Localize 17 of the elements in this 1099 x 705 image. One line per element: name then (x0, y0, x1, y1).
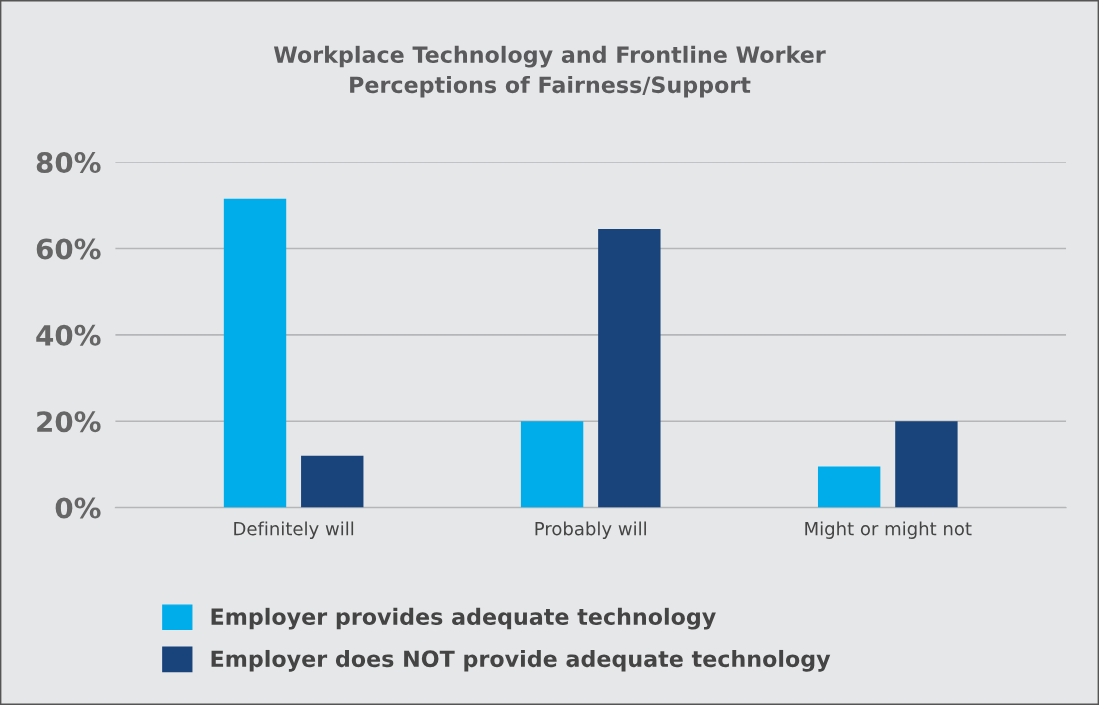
y-tick-label: 60% (36, 238, 101, 260)
legend-label: Employer does NOT provide adequate technology (211, 649, 831, 672)
y-tick-label: 0% (55, 497, 101, 519)
x-tick-label: Might or might not (805, 521, 972, 539)
x-tick-label: Probably will (535, 521, 646, 539)
bar (520, 421, 584, 508)
chart-title: Workplace Technology and Frontline Worker Perceptions of Fairness/Support (273, 45, 826, 98)
bar (301, 455, 364, 508)
bar (223, 198, 287, 508)
y-tick-label: 40% (36, 324, 101, 346)
legend-label: Employer provides adequate technology (211, 607, 716, 630)
bar (817, 466, 881, 508)
x-tick-label: Definitely will (234, 521, 354, 539)
bar (895, 421, 958, 508)
bar (598, 229, 661, 508)
y-tick-label: 20% (37, 411, 101, 433)
y-tick-label: 80% (36, 152, 101, 174)
